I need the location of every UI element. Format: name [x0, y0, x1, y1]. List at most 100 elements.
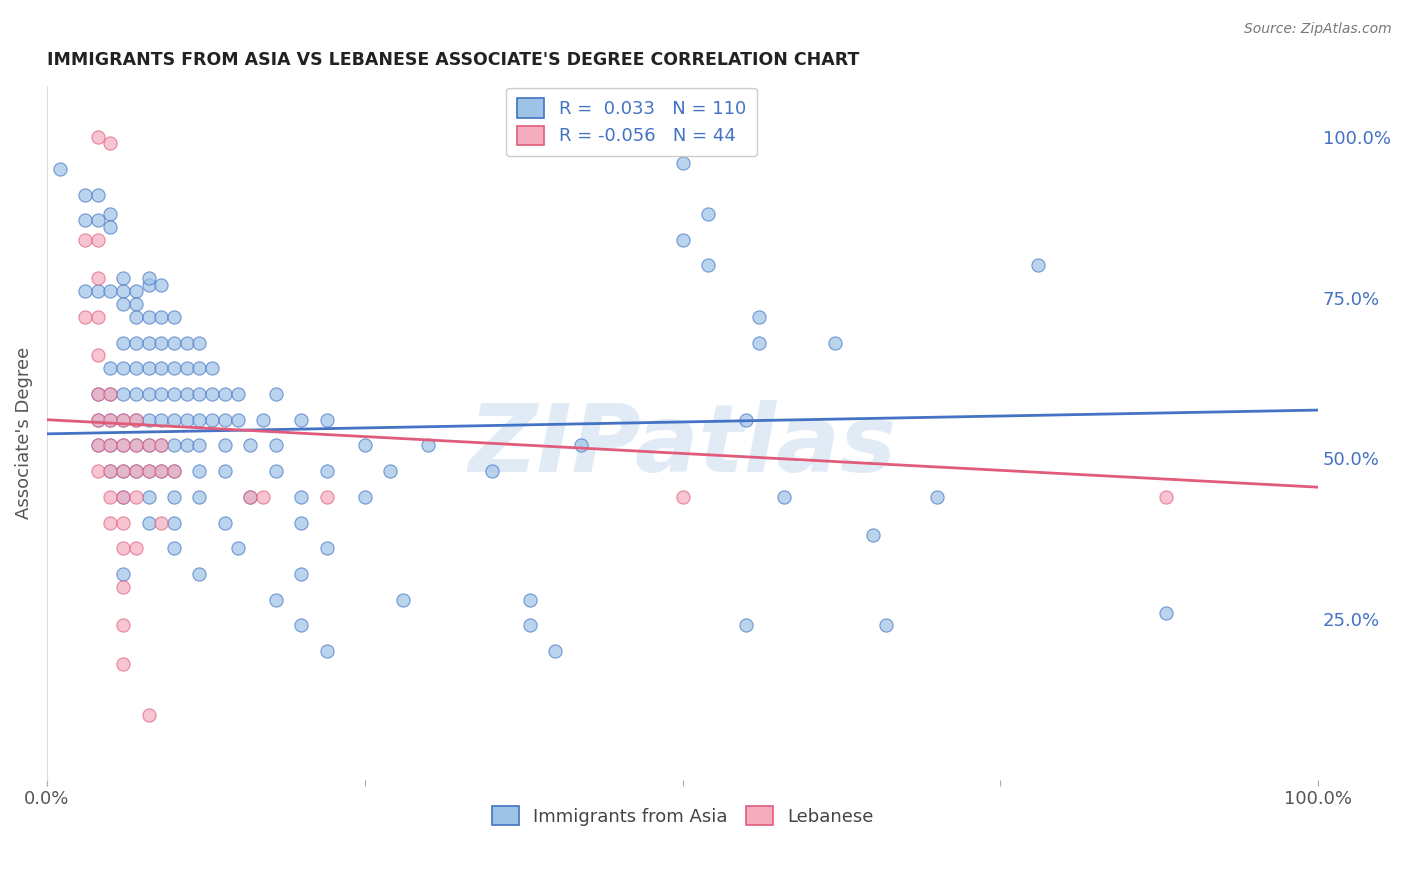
Point	[112, 438, 135, 452]
Point	[176, 361, 198, 376]
Point	[188, 361, 211, 376]
Text: Source: ZipAtlas.com: Source: ZipAtlas.com	[1244, 22, 1392, 37]
Point	[315, 644, 337, 658]
Point	[112, 490, 135, 504]
Point	[125, 464, 148, 478]
Point	[138, 335, 160, 350]
Point	[1154, 606, 1177, 620]
Point	[125, 361, 148, 376]
Point	[112, 361, 135, 376]
Point	[735, 413, 758, 427]
Point	[150, 438, 173, 452]
Point	[100, 413, 122, 427]
Point	[748, 310, 770, 324]
Point	[125, 284, 148, 298]
Point	[112, 297, 135, 311]
Point	[150, 387, 173, 401]
Point	[87, 413, 110, 427]
Point	[697, 207, 720, 221]
Point	[671, 233, 693, 247]
Point	[150, 413, 173, 427]
Point	[125, 541, 148, 556]
Point	[188, 438, 211, 452]
Point	[214, 464, 236, 478]
Point	[150, 438, 173, 452]
Point	[862, 528, 884, 542]
Point	[100, 438, 122, 452]
Point	[87, 310, 110, 324]
Point	[125, 335, 148, 350]
Point	[1028, 259, 1050, 273]
Point	[138, 387, 160, 401]
Point	[163, 361, 186, 376]
Point	[875, 618, 897, 632]
Point	[671, 490, 693, 504]
Point	[87, 233, 110, 247]
Point	[163, 464, 186, 478]
Point	[87, 387, 110, 401]
Point	[87, 213, 110, 227]
Point	[73, 187, 96, 202]
Point	[188, 413, 211, 427]
Point	[138, 464, 160, 478]
Point	[138, 438, 160, 452]
Point	[138, 708, 160, 723]
Point	[112, 413, 135, 427]
Point	[176, 387, 198, 401]
Point	[824, 335, 846, 350]
Point	[264, 438, 287, 452]
Point	[100, 219, 122, 234]
Point	[290, 566, 312, 581]
Point	[87, 438, 110, 452]
Point	[73, 310, 96, 324]
Point	[214, 387, 236, 401]
Point	[87, 271, 110, 285]
Point	[112, 464, 135, 478]
Point	[112, 438, 135, 452]
Point	[87, 464, 110, 478]
Point	[138, 277, 160, 292]
Point	[100, 438, 122, 452]
Point	[392, 592, 415, 607]
Point	[176, 413, 198, 427]
Point	[87, 284, 110, 298]
Point	[748, 335, 770, 350]
Point	[188, 490, 211, 504]
Point	[87, 348, 110, 362]
Point	[150, 464, 173, 478]
Point	[201, 413, 224, 427]
Point	[100, 516, 122, 530]
Point	[226, 387, 249, 401]
Point	[138, 438, 160, 452]
Point	[226, 413, 249, 427]
Point	[163, 438, 186, 452]
Text: ZIPatlas: ZIPatlas	[468, 401, 897, 492]
Point	[544, 644, 567, 658]
Point	[378, 464, 401, 478]
Point	[100, 464, 122, 478]
Point	[481, 464, 503, 478]
Point	[138, 516, 160, 530]
Point	[163, 541, 186, 556]
Point	[150, 516, 173, 530]
Point	[112, 387, 135, 401]
Point	[112, 413, 135, 427]
Point	[163, 464, 186, 478]
Y-axis label: Associate's Degree: Associate's Degree	[15, 346, 32, 518]
Point	[150, 310, 173, 324]
Point	[163, 490, 186, 504]
Point	[264, 464, 287, 478]
Point	[150, 335, 173, 350]
Point	[112, 618, 135, 632]
Point	[264, 387, 287, 401]
Point	[418, 438, 440, 452]
Point	[1154, 490, 1177, 504]
Point	[112, 464, 135, 478]
Point	[671, 155, 693, 169]
Point	[125, 438, 148, 452]
Point	[315, 490, 337, 504]
Point	[112, 657, 135, 671]
Point	[87, 187, 110, 202]
Point	[163, 335, 186, 350]
Point	[100, 387, 122, 401]
